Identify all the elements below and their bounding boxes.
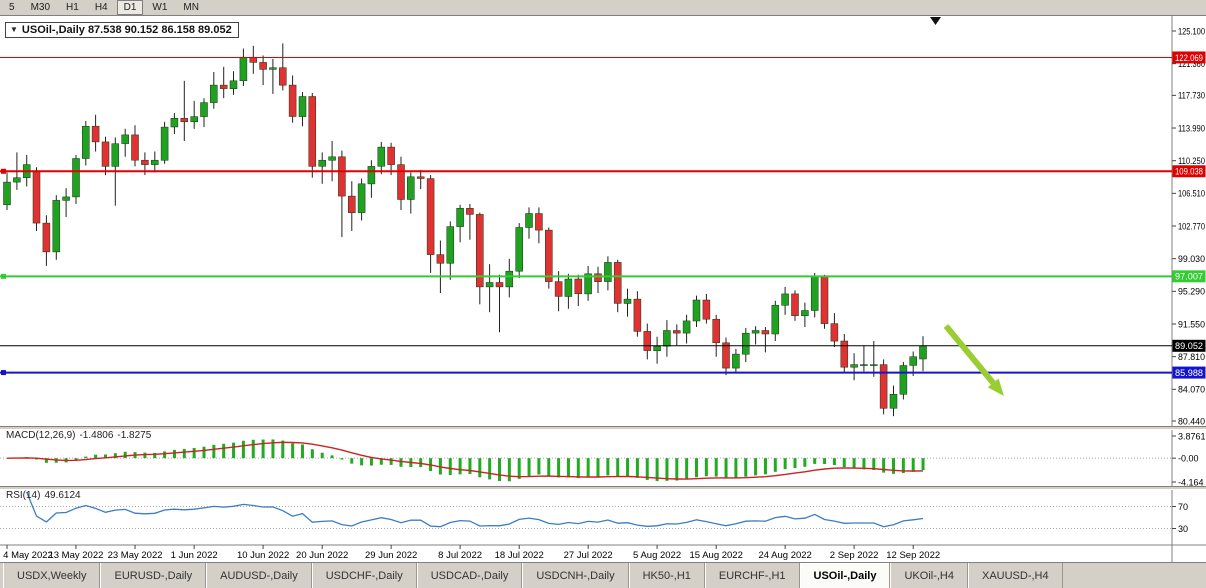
rsi-value: 49.6124 [44, 490, 81, 501]
date-axis-label: 18 Jul 2022 [495, 550, 544, 561]
price-axis-label: 117.730 [1178, 91, 1205, 101]
price-axis-label: 87.810 [1178, 352, 1205, 362]
support-line-85[interactable]: 85.988 [0, 366, 1206, 379]
symbol-title-box[interactable]: ▼ USOil-,Daily 87.538 90.152 86.158 89.0… [5, 22, 239, 38]
chart-tab-usdx-weekly[interactable]: USDX,Weekly [3, 563, 101, 588]
date-axis-label: 8 Jul 2022 [438, 550, 482, 561]
price-axis-label: 125.100 [1178, 26, 1205, 36]
macd-value: -1.4806 [79, 430, 114, 441]
timeframe-button-h4[interactable]: H4 [94, 2, 108, 13]
bid-price-line[interactable]: 89.052 [0, 339, 1206, 352]
rsi-indicator-label: RSI(14) 49.6124 [6, 490, 85, 501]
macd-indicator-label: MACD(12,26,9) -1.4806 -1.8275 [6, 430, 155, 441]
date-axis-label: 29 Jun 2022 [365, 550, 417, 561]
rsi-name: RSI(14) [6, 490, 41, 501]
rsi-axis-label: 30 [1178, 524, 1188, 534]
chart-canvas[interactable]: 125.100 121.360 117.730 113.990 110.250 106.5… [0, 0, 1206, 562]
macd-axis-label: 3.8761 [1178, 431, 1206, 441]
price-axis-label: 95.290 [1178, 287, 1205, 297]
chart-tab-usdcnh-daily[interactable]: USDCNH-,Daily [522, 563, 629, 588]
timeframe-button-d1[interactable]: D1 [116, 0, 144, 15]
price-axis-label: 113.990 [1178, 123, 1205, 133]
chart-tab-eurusd-daily[interactable]: EURUSD-,Daily [100, 563, 207, 588]
chart-tab-usoil-daily[interactable]: USOil-,Daily [799, 563, 891, 588]
timeframe-button-m30[interactable]: M30 [30, 2, 51, 13]
support-line-97[interactable]: 97.007 [0, 270, 1206, 283]
price-axis-label: 102.770 [1178, 221, 1205, 231]
date-axis-label: 24 Aug 2022 [758, 550, 811, 561]
timeframe-toolbar: 5 M30 H1 H4 D1 W1 MN [0, 0, 1206, 16]
chart-tab-usdcad-daily[interactable]: USDCAD-,Daily [416, 563, 523, 588]
candle-series[interactable] [3, 43, 927, 417]
pane-splitter[interactable] [0, 426, 1206, 430]
chevron-down-icon: ▼ [10, 25, 18, 34]
price-axis-label: 80.440 [1178, 416, 1205, 426]
price-axis-label: 106.510 [1178, 189, 1205, 199]
macd-axis-label: -4.164 [1178, 477, 1204, 487]
chart-title: USOil-,Daily 87.538 90.152 86.158 89.052 [21, 24, 232, 36]
macd-signal-line [6, 441, 924, 480]
date-axis-label: 23 May 2022 [108, 550, 163, 561]
date-axis-label: 10 Jun 2022 [237, 550, 289, 561]
date-axis-label: 15 Aug 2022 [690, 550, 743, 561]
date-axis-label: 5 Aug 2022 [633, 550, 681, 561]
chart-tab-ukoil-h4[interactable]: UKOil-,H4 [890, 563, 968, 588]
pane-splitter[interactable] [0, 486, 1206, 490]
date-axis-label: 27 Jul 2022 [564, 550, 613, 561]
svg-text:85.988: 85.988 [1175, 368, 1203, 378]
svg-text:97.007: 97.007 [1175, 272, 1203, 282]
macd-axis-label: -0.00 [1178, 453, 1199, 463]
date-axis-label: 4 May 2022 [3, 550, 53, 561]
timeframe-button-mn[interactable]: MN [183, 2, 199, 13]
svg-text:109.038: 109.038 [1175, 167, 1203, 177]
price-axis-label: 110.250 [1178, 156, 1205, 166]
macd-signal-value: -1.8275 [117, 430, 152, 441]
price-axis-label: 99.030 [1178, 254, 1205, 264]
rsi-axis-label: 70 [1178, 502, 1188, 512]
price-axis-label: 121.360 [1178, 59, 1205, 69]
svg-text:89.052: 89.052 [1175, 341, 1203, 351]
timeframe-button-5[interactable]: 5 [9, 2, 15, 13]
price-axis-label: 91.550 [1178, 319, 1205, 329]
chart-tab-eurchf-h1[interactable]: EURCHF-,H1 [704, 563, 800, 588]
price-axis-label: 84.070 [1178, 385, 1205, 395]
date-axis-label: 20 Jun 2022 [296, 550, 348, 561]
chart-tab-usdchf-daily[interactable]: USDCHF-,Daily [311, 563, 417, 588]
rsi-line [26, 491, 924, 528]
date-axis-label: 2 Sep 2022 [830, 550, 879, 561]
chart-tab-bar: USDX,Weekly EURUSD-,Daily AUDUSD-,Daily USD… [0, 562, 1206, 588]
trend-arrow[interactable] [943, 324, 1004, 396]
resistance-line-122[interactable]: 122.069 [0, 51, 1206, 64]
date-axis-label: 13 May 2022 [48, 550, 103, 561]
date-axis-label: 1 Jun 2022 [171, 550, 218, 561]
chart-tab-audusd-daily[interactable]: AUDUSD-,Daily [206, 563, 312, 588]
date-axis-label: 12 Sep 2022 [886, 550, 940, 561]
macd-name: MACD(12,26,9) [6, 430, 76, 441]
timeframe-button-h1[interactable]: H1 [66, 2, 79, 13]
chart-tab-hk50-h1[interactable]: HK50-,H1 [628, 563, 705, 588]
resistance-line-109[interactable]: 109.038 [0, 165, 1206, 178]
chart-shift-marker[interactable] [930, 17, 941, 25]
svg-text:122.069: 122.069 [1175, 53, 1203, 63]
chart-tab-xauusd-h4[interactable]: XAUUSD-,H4 [968, 563, 1063, 588]
timeframe-button-w1[interactable]: W1 [152, 2, 168, 13]
